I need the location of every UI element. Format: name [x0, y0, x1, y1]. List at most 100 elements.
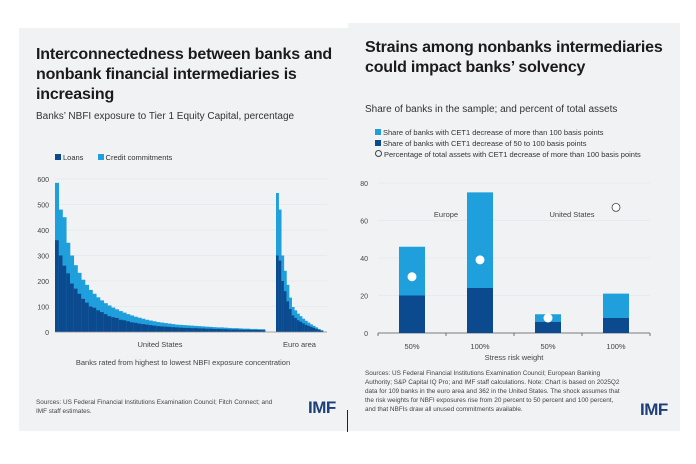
bar-loans [137, 323, 142, 332]
bar-loans [178, 327, 183, 332]
bar-loans [190, 328, 195, 332]
x-axis-title: Stress risk weight [485, 353, 545, 362]
bar-loans [304, 324, 308, 332]
divider [347, 410, 348, 432]
legend-label: Percentage of total assets with CET1 dec… [384, 150, 641, 159]
bar-loans [58, 255, 63, 332]
bar-loans [96, 310, 101, 332]
bar-loans [294, 317, 298, 332]
bar-loans [118, 319, 123, 332]
bar-loans [242, 329, 247, 332]
bar-loans [299, 321, 303, 332]
legend-swatch-icon [375, 129, 381, 135]
asset-share-marker [475, 255, 485, 265]
bar-loans [100, 312, 105, 332]
source-note: Sources: US Federal Financial Institutio… [365, 370, 620, 413]
bar-loans [133, 322, 138, 332]
y-tick-label: 500 [37, 203, 49, 210]
bar-loans [66, 273, 71, 332]
chart-title: Strains among nonbanks intermediaries co… [365, 39, 663, 76]
y-tick-label: 0 [45, 330, 49, 337]
bar-50-100bp [603, 318, 629, 333]
bar-loans [312, 327, 316, 332]
bar-loans [235, 329, 240, 332]
legend-swatch-icon [97, 154, 104, 160]
legend-swatch-icon [55, 154, 61, 160]
bar-loans [227, 329, 232, 332]
bar-loans [145, 324, 150, 332]
x-tick-label: 100% [606, 342, 626, 351]
bar-loans [201, 328, 206, 332]
bar-loans [257, 329, 262, 332]
left-chart-panel: Interconnectedness between banks and non… [19, 28, 348, 431]
y-tick-label: 60 [360, 219, 368, 226]
bar-loans [111, 317, 116, 332]
bar-loans [223, 329, 228, 332]
bar-loans [253, 329, 258, 332]
bar-loans [103, 314, 108, 332]
legend-label: Credit commitments [105, 153, 173, 162]
bar-loans [283, 291, 287, 332]
bar-loans [307, 325, 311, 332]
imf-logo: IMF [308, 398, 336, 417]
x-group-label: Euro area [283, 340, 317, 349]
legend-item: Share of banks with CET1 decrease of 50 … [375, 138, 641, 149]
bar-loans [261, 330, 266, 332]
bar-loans [122, 320, 127, 332]
y-tick-label: 0 [364, 331, 368, 338]
right-chart-panel: Strains among nonbanks intermediaries co… [348, 23, 680, 431]
bar-loans [289, 309, 292, 332]
legend-label: Loans [63, 153, 84, 162]
bar-loans [81, 298, 86, 332]
legend-item: Share of banks with CET1 decrease of mor… [375, 127, 641, 138]
bar-loans [156, 326, 161, 332]
bar-loans [205, 328, 210, 332]
legend: Loans Credit commitments [55, 152, 172, 163]
bar-loans [163, 326, 168, 332]
bar-loans [208, 328, 213, 332]
bar-loans [281, 281, 285, 332]
bar-loans [160, 326, 165, 332]
right-chart-plot: 0 20 40 60 80 50% 100% 50% 100% Europe United Stat… [360, 181, 651, 362]
bar-loans [278, 260, 282, 332]
imf-logo: IMF [640, 400, 668, 419]
bar-loans [302, 323, 306, 332]
bar-loans [276, 255, 279, 332]
bar-loans [62, 265, 67, 332]
x-group-label: United States [137, 340, 182, 349]
legend: Share of banks with CET1 decrease of mor… [375, 127, 641, 160]
legend-item-loans: Loans [55, 153, 83, 162]
bar-loans [193, 328, 198, 332]
legend-label: Share of banks with CET1 decrease of mor… [383, 128, 604, 137]
y-tick-label: 600 [37, 177, 49, 184]
bar-loans [197, 328, 202, 332]
bar-loans [250, 329, 255, 332]
bar-loans [92, 307, 97, 332]
bar-loans [171, 327, 176, 332]
asset-share-marker [611, 202, 621, 212]
bar-loans [291, 315, 295, 332]
bar-loans [88, 306, 93, 332]
group-label-us: United States [549, 210, 594, 219]
bar-loans [85, 302, 90, 332]
bar-loans [175, 327, 180, 332]
left-chart-plot: 0 100 200 300 400 500 600 United States Euro are… [37, 177, 327, 367]
bar-loans [107, 316, 112, 332]
bar-loans [167, 326, 172, 332]
legend-label: Share of banks with CET1 decrease of 50 … [383, 139, 587, 148]
chart-title: Interconnectedness between banks and non… [36, 46, 332, 103]
chart-subtitle: Share of banks in the sample; and percen… [365, 104, 618, 115]
bar-loans [231, 329, 236, 332]
y-tick-label: 40 [360, 256, 368, 263]
bar-over-100bp [467, 192, 493, 288]
bar-over-100bp [603, 293, 629, 318]
y-tick-label: 20 [360, 294, 368, 301]
legend-circle-icon [375, 150, 382, 157]
bar-loans [186, 327, 191, 332]
y-tick-label: 400 [37, 228, 49, 235]
bar-loans [77, 293, 82, 332]
group-label-europe: Europe [434, 210, 458, 219]
y-tick-label: 100 [37, 305, 49, 312]
y-tick-label: 300 [37, 254, 49, 261]
bar-loans [216, 328, 221, 332]
